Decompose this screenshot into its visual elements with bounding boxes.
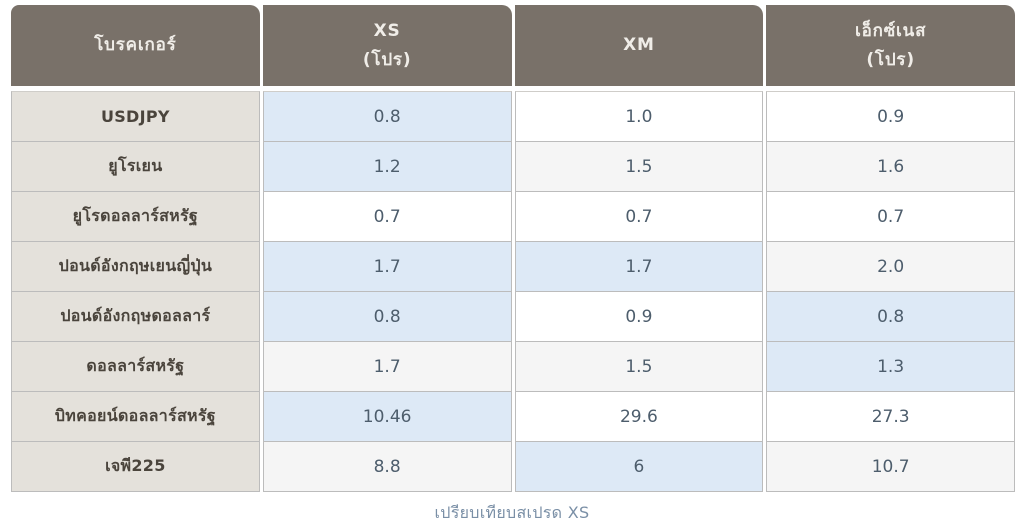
table-header: โบรคเกอร์ XS (โปร) XM เอ็กซ์เนส (โปร)	[11, 5, 1015, 91]
table-row: ยูโรเยน 1.2 1.5 1.6	[11, 142, 1015, 192]
header-line: (โปร)	[866, 49, 915, 70]
header-line: โบรคเกอร์	[94, 35, 177, 56]
page: โบรคเกอร์ XS (โปร) XM เอ็กซ์เนส (โปร) USDJPY 0…	[0, 5, 1024, 524]
header-cell-2: XM	[514, 5, 764, 86]
table-row: ปอนด์อังกฤษเยนญี่ปุ่น 1.7 1.7 2.0	[11, 242, 1015, 292]
header-line: เอ็กซ์เนส	[854, 20, 927, 41]
table-row: USDJPY 0.8 1.0 0.9	[11, 91, 1015, 142]
broker-cell: ปอนด์อังกฤษเยนญี่ปุ่น	[11, 242, 260, 292]
value-cell: 1.7	[262, 342, 512, 392]
value-cell: 0.8	[766, 292, 1015, 342]
header-line: XM	[623, 35, 655, 56]
value-cell: 8.8	[262, 442, 512, 492]
header-line: XS	[373, 20, 401, 41]
value-cell: 1.5	[514, 342, 764, 392]
broker-cell: USDJPY	[11, 91, 260, 142]
value-cell: 0.7	[262, 192, 512, 242]
broker-cell: บิทคอยน์ดอลลาร์สหรัฐ	[11, 392, 260, 442]
value-cell: 2.0	[766, 242, 1015, 292]
value-cell: 10.7	[766, 442, 1015, 492]
value-cell: 1.7	[262, 242, 512, 292]
spread-comparison-table: โบรคเกอร์ XS (โปร) XM เอ็กซ์เนส (โปร) USDJPY 0…	[8, 5, 1018, 492]
table-row: ยูโรดอลลาร์สหรัฐ 0.7 0.7 0.7	[11, 192, 1015, 242]
header-cell-1: XS (โปร)	[262, 5, 512, 86]
value-cell: 1.0	[514, 91, 764, 142]
table-row: บิทคอยน์ดอลลาร์สหรัฐ 10.46 29.6 27.3	[11, 392, 1015, 442]
value-cell: 1.2	[262, 142, 512, 192]
table-caption: เปรียบเทียบสเปรด XS	[434, 503, 590, 522]
broker-cell: ยูโรเยน	[11, 142, 260, 192]
header-line: (โปร)	[362, 49, 412, 70]
value-cell: 1.3	[766, 342, 1015, 392]
value-cell: 10.46	[262, 392, 512, 442]
header-row: โบรคเกอร์ XS (โปร) XM เอ็กซ์เนส (โปร)	[11, 5, 1015, 86]
broker-cell: ยูโรดอลลาร์สหรัฐ	[11, 192, 260, 242]
value-cell: 0.9	[514, 292, 764, 342]
table-row: เจพี225 8.8 6 10.7	[11, 442, 1015, 492]
value-cell: 0.8	[262, 292, 512, 342]
value-cell: 29.6	[514, 392, 764, 442]
value-cell: 0.9	[766, 91, 1015, 142]
value-cell: 1.6	[766, 142, 1015, 192]
broker-cell: เจพี225	[11, 442, 260, 492]
value-cell: 27.3	[766, 392, 1015, 442]
value-cell: 0.8	[262, 91, 512, 142]
table-row: ปอนด์อังกฤษดอลลาร์ 0.8 0.9 0.8	[11, 292, 1015, 342]
value-cell: 1.5	[514, 142, 764, 192]
value-cell: 1.7	[514, 242, 764, 292]
broker-cell: ปอนด์อังกฤษดอลลาร์	[11, 292, 260, 342]
value-cell: 0.7	[766, 192, 1015, 242]
table-row: ดอลลาร์สหรัฐ 1.7 1.5 1.3	[11, 342, 1015, 392]
broker-cell: ดอลลาร์สหรัฐ	[11, 342, 260, 392]
header-cell-broker: โบรคเกอร์	[11, 5, 260, 86]
header-cell-3: เอ็กซ์เนส (โปร)	[766, 5, 1015, 86]
table-body: USDJPY 0.8 1.0 0.9 ยูโรเยน 1.2 1.5 1.6 ยูโรดอลลา…	[11, 91, 1015, 492]
value-cell: 0.7	[514, 192, 764, 242]
value-cell: 6	[514, 442, 764, 492]
